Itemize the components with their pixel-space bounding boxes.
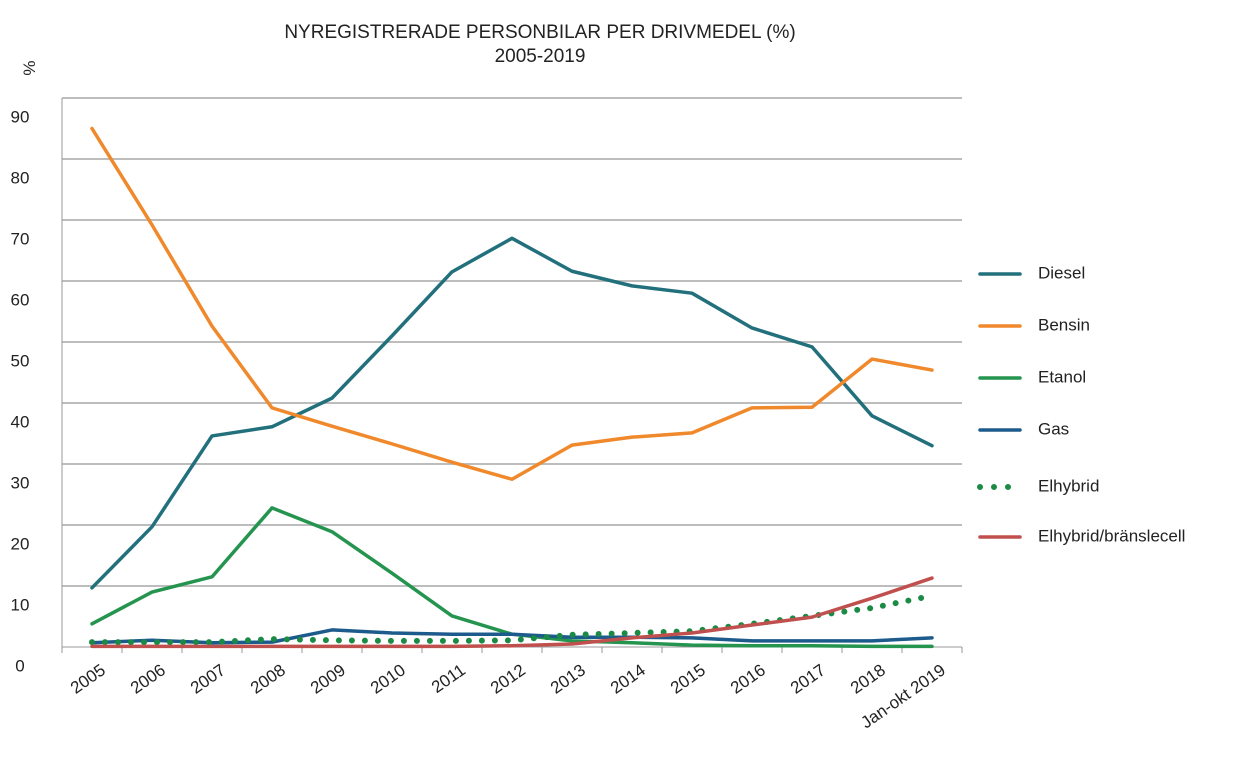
x-tick-label: 2015 [667,660,709,697]
legend-label: Bensin [1038,315,1090,334]
y-tick-label: 80 [11,168,30,187]
line-series [90,126,934,481]
y-tick-label: 20 [11,534,30,553]
legend-label: Diesel [1038,263,1085,282]
line-series [90,576,934,649]
y-tick-label: 70 [11,229,30,248]
legend-label: Gas [1038,419,1069,438]
x-tick-label: 2008 [247,660,289,697]
x-tick-label: 2009 [307,660,349,697]
y-tick-label: 30 [11,473,30,492]
x-tick-label: 2017 [787,660,829,697]
x-tick-label: 2012 [487,660,529,697]
line-series [90,506,934,649]
y-tick-label: 90 [11,107,30,126]
y-axis-label: % [20,60,39,75]
x-tick-label: 2018 [847,660,889,697]
line-series [90,628,934,645]
y-tick-label: 10 [11,595,30,614]
y-tick-label: 60 [11,290,30,309]
chart-subtitle: 2005-2019 [495,46,586,67]
y-tick-label: 40 [11,412,30,431]
y-tick-label: 50 [11,351,30,370]
x-tick-label: 2016 [727,660,769,697]
y-tick-label: 0 [15,656,24,675]
chart-title: NYREGISTRERADE PERSONBILAR PER DRIVMEDEL… [284,22,795,43]
x-tick-label: 2006 [127,660,169,697]
x-tick-label: 2005 [67,660,109,697]
x-tick-label: 2007 [187,660,229,697]
x-tick-label: 2013 [547,660,589,697]
legend-label: Etanol [1038,367,1086,386]
line-series [90,236,934,590]
legend-label: Elhybrid/bränslecell [1038,526,1185,545]
x-tick-label: 2010 [367,660,409,697]
legend-label: Elhybrid [1038,476,1099,495]
x-tick-label: 2014 [607,660,649,697]
x-tick-label: 2011 [428,660,469,697]
